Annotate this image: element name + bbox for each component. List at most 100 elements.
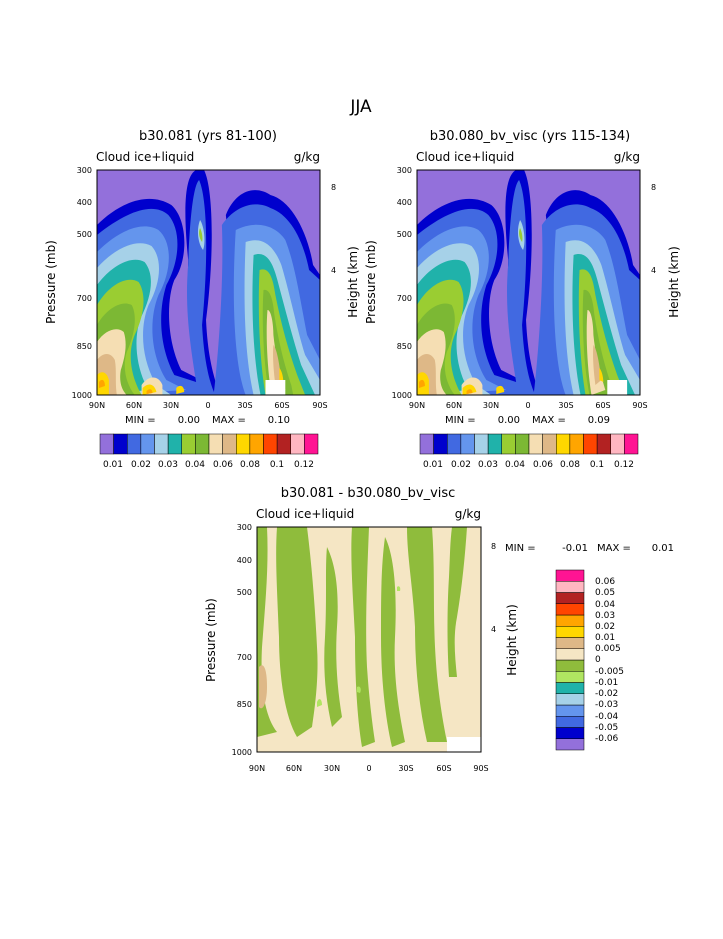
plot-frame — [96, 169, 321, 396]
variable-label: Cloud ice+liquid — [416, 150, 514, 164]
min-label: MIN = — [125, 415, 156, 426]
x-tick-30S: 30S — [558, 401, 573, 410]
colorbar-label: -0.005 — [595, 667, 624, 677]
y-tick-1000: 1000 — [232, 748, 252, 757]
x-tick-90S: 90S — [312, 401, 327, 410]
colorbar-swatch — [487, 433, 502, 455]
x-tick-90S: 90S — [473, 764, 488, 773]
x-tick-30N: 30N — [163, 401, 179, 410]
x-tick-60S: 60S — [436, 764, 451, 773]
y-tick-850: 850 — [77, 342, 92, 351]
contour-band-0.12 — [97, 368, 284, 395]
y-tick-700: 700 — [237, 653, 252, 662]
colorbar-swatch — [236, 433, 251, 455]
colorbar-swatch — [542, 433, 557, 455]
contour-band-0.1 — [97, 345, 282, 395]
colorbar-swatch — [501, 433, 516, 455]
x-tick-90S: 90S — [632, 401, 647, 410]
min-value: 0.00 — [178, 415, 200, 426]
y-ticks: 300 400 500 700 850 1000 — [392, 166, 412, 400]
y-tick-850: 850 — [397, 342, 412, 351]
colorbar-swatch — [555, 626, 585, 638]
min-label: MIN = — [445, 415, 476, 426]
y-axis-label: Pressure (mb) — [44, 240, 58, 324]
colorbar-label: -0.01 — [595, 678, 618, 688]
colorbar-swatch — [181, 433, 196, 455]
panel-1: b30.081 (yrs 81-100) Cloud ice+liquid g/… — [44, 129, 360, 470]
colorbar-label: 0.02 — [451, 460, 471, 470]
colorbar: 0.01 0.02 0.03 0.04 0.06 0.08 0.1 0.12 — [419, 433, 639, 470]
x-tick-60S: 60S — [595, 401, 610, 410]
y-tick-500: 500 — [397, 230, 412, 239]
colorbar-swatch — [304, 433, 319, 455]
colorbar-label: -0.04 — [595, 712, 619, 722]
colorbar-label: 0.03 — [478, 460, 498, 470]
colorbar-swatch — [624, 433, 639, 455]
colorbar-label: 0.03 — [595, 611, 615, 621]
contour-band-max — [418, 379, 473, 394]
colorbar-swatch — [195, 433, 210, 455]
x-tick-60N: 60N — [126, 401, 142, 410]
x-ticks: 90N 60N 30N 0 30S 60S 90S — [89, 401, 328, 410]
plot-frame — [416, 169, 641, 396]
colorbar-swatch — [556, 433, 571, 455]
colorbar-swatch — [140, 433, 155, 455]
contour-field — [417, 170, 640, 395]
colorbar-swatch — [208, 433, 223, 455]
contour-band-neg-0.005 — [407, 527, 447, 742]
contour-field — [257, 527, 481, 752]
colorbar-swatch — [154, 433, 169, 455]
colorbar-swatch — [555, 614, 585, 627]
colorbar-label: 0.04 — [505, 460, 525, 470]
topography-mask — [265, 380, 286, 395]
y2-ticks: 8 4 — [651, 183, 656, 275]
colorbar-swatch — [167, 433, 182, 455]
contour-band-neg-0.005 — [276, 527, 318, 737]
x-ticks: 90N 60N 30N 0 30S 60S 90S — [409, 401, 648, 410]
colorbar-label: 0.04 — [595, 600, 615, 610]
x-tick-60N: 60N — [286, 764, 302, 773]
colorbar-label: -0.06 — [595, 734, 619, 744]
colorbar-swatch — [419, 433, 434, 455]
page-title: JJA — [349, 97, 372, 117]
stats-line: MIN = -0.01 MAX = 0.01 — [505, 543, 674, 554]
colorbar-label: 0.02 — [595, 622, 615, 632]
colorbar-swatch — [555, 569, 585, 582]
colorbar-label: 0.08 — [240, 460, 260, 470]
colorbar-swatch — [555, 671, 585, 683]
x-tick-30S: 30S — [398, 764, 413, 773]
colorbar: 0.01 0.02 0.03 0.04 0.06 0.08 0.1 0.12 — [99, 433, 319, 470]
contour-field — [97, 170, 320, 395]
colorbar-swatch — [528, 433, 543, 455]
colorbar-swatch — [515, 433, 530, 455]
colorbar-label: 0.1 — [270, 460, 284, 470]
y-ticks: 300 400 500 700 850 1000 — [232, 523, 252, 757]
colorbar-swatch — [276, 433, 291, 455]
colorbar-label: -0.03 — [595, 700, 618, 710]
max-value: 0.10 — [268, 415, 290, 426]
y-tick-1000: 1000 — [72, 391, 92, 400]
colorbar-swatch — [555, 648, 585, 661]
colorbar-swatch — [583, 433, 598, 455]
x-tick-60N: 60N — [446, 401, 462, 410]
y2-tick-4: 4 — [331, 266, 336, 275]
x-tick-90N: 90N — [249, 764, 265, 773]
panel-3: b30.081 - b30.080_bv_visc Cloud ice+liqu… — [204, 486, 674, 773]
colorbar-swatch — [555, 704, 585, 717]
max-value: 0.09 — [588, 415, 610, 426]
colorbar-swatch — [555, 738, 585, 751]
contour-band-neg-0.005 — [447, 527, 467, 677]
colorbar-swatch — [555, 659, 585, 672]
colorbar-label: 0.01 — [595, 633, 615, 643]
colorbar-label: 0.05 — [595, 588, 615, 598]
colorbar-label: 0.12 — [614, 460, 634, 470]
x-tick-30N: 30N — [324, 764, 340, 773]
contour-band-pos-0.01 — [259, 665, 267, 709]
panel-2: b30.080_bv_visc (yrs 115-134) Cloud ice+… — [364, 129, 681, 470]
colorbar-swatch — [555, 581, 585, 593]
plot-frame — [256, 526, 482, 753]
min-value: 0.00 — [498, 415, 520, 426]
x-tick-0: 0 — [366, 764, 371, 773]
y-tick-850: 850 — [237, 700, 252, 709]
